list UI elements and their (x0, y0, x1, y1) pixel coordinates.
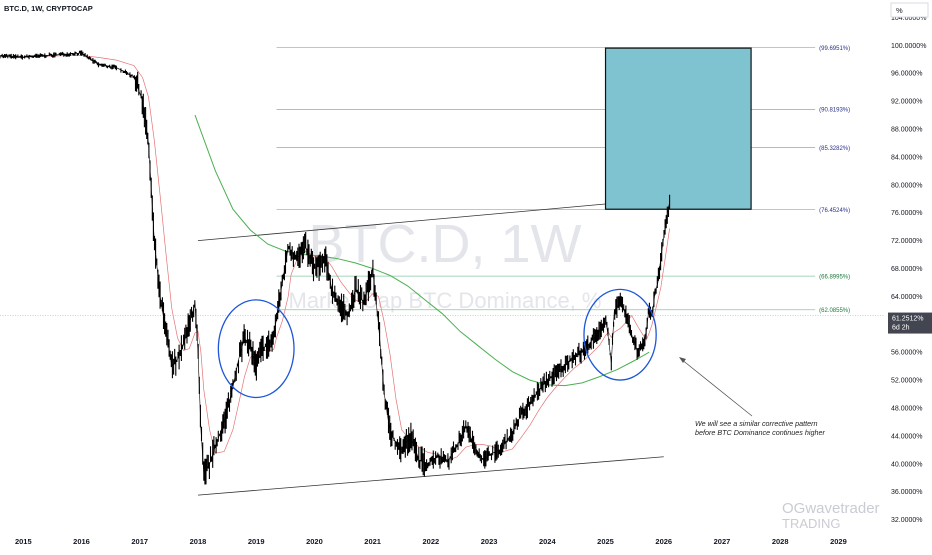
brand-name: OGwavetrader (782, 500, 880, 517)
y-tick-label: 48.0000% (891, 405, 923, 412)
y-tick-label: 76.0000% (891, 210, 923, 217)
symbol-header[interactable]: BTC.D, 1W, CRYPTOCAP (4, 4, 93, 13)
y-tick-label: 64.0000% (891, 294, 923, 301)
annotation-line-2: before BTC Dominance continues higher (695, 428, 825, 437)
y-tick-label: 36.0000% (891, 489, 923, 496)
annotation-arrow-line (680, 358, 753, 417)
trendlines (197, 198, 664, 496)
fib-level-label: (99.6951%) (819, 46, 850, 52)
brand-tagline: TRADING (782, 516, 841, 531)
ma-long-line (194, 114, 650, 387)
y-tick-label: 40.0000% (891, 461, 923, 468)
target-box (604, 47, 752, 210)
scale-button[interactable]: % (890, 2, 929, 18)
x-tick-label: 2025 (597, 537, 614, 546)
x-tick-label: 2016 (73, 537, 90, 546)
current-price-value: 61.2512% (892, 316, 924, 323)
current-price-countdown: 6d 2h (892, 325, 910, 332)
pattern-ellipse (583, 288, 657, 381)
x-axis[interactable]: 2015 2016 2017 2018 2019 2020 2021 2022 2023 2024… (15, 537, 847, 546)
price-series (0, 50, 671, 485)
y-tick-label: 100.0000% (891, 43, 926, 50)
trend-lower-line (197, 456, 664, 496)
target-box-layer (604, 47, 752, 210)
fib-level-label: (76.4524%) (819, 208, 850, 214)
x-tick-label: 2018 (190, 537, 207, 546)
y-tick-label: 52.0000% (891, 378, 923, 385)
trend-upper-line (197, 198, 664, 241)
price-line (0, 52, 670, 476)
y-tick-label: 104.0000% (891, 15, 926, 22)
x-tick-label: 2021 (364, 537, 381, 546)
x-tick-label: 2015 (15, 537, 32, 546)
x-tick-label: 2024 (539, 537, 557, 546)
scale-button-label: % (896, 6, 903, 15)
y-tick-label: 88.0000% (891, 127, 923, 134)
y-tick-label: 80.0000% (891, 182, 923, 189)
y-tick-label: 32.0000% (891, 517, 923, 524)
annotation-line-1: We will see a similar corrective pattern (695, 419, 818, 428)
current-price-badge: 61.2512% 6d 2h (888, 312, 932, 334)
fib-level-label: (66.8995%) (819, 274, 850, 280)
y-tick-label: 84.0000% (891, 154, 923, 161)
y-tick-label: 92.0000% (891, 99, 923, 106)
annotation-arrow-head (679, 357, 686, 363)
fib-level-label: (62.0855%) (819, 308, 850, 314)
pattern-ellipses (217, 288, 657, 399)
x-tick-label: 2020 (306, 537, 323, 546)
x-tick-label: 2027 (714, 537, 731, 546)
x-tick-label: 2028 (772, 537, 789, 546)
y-tick-label: 44.0000% (891, 433, 923, 440)
x-tick-label: 2029 (830, 537, 847, 546)
y-tick-label: 72.0000% (891, 238, 923, 245)
y-tick-label: 68.0000% (891, 266, 923, 273)
y-tick-label: 96.0000% (891, 71, 923, 78)
x-tick-label: 2022 (423, 537, 440, 546)
fib-level-label: (85.3282%) (819, 146, 850, 152)
pattern-ellipse (217, 299, 295, 399)
x-tick-label: 2019 (248, 537, 265, 546)
x-tick-label: 2026 (655, 537, 672, 546)
watermark-title: BTC.D, 1W (308, 214, 581, 274)
x-tick-label: 2017 (131, 537, 148, 546)
y-tick-label: 56.0000% (891, 350, 923, 357)
fib-level-label: (90.8193%) (819, 108, 850, 114)
x-tick-label: 2023 (481, 537, 498, 546)
